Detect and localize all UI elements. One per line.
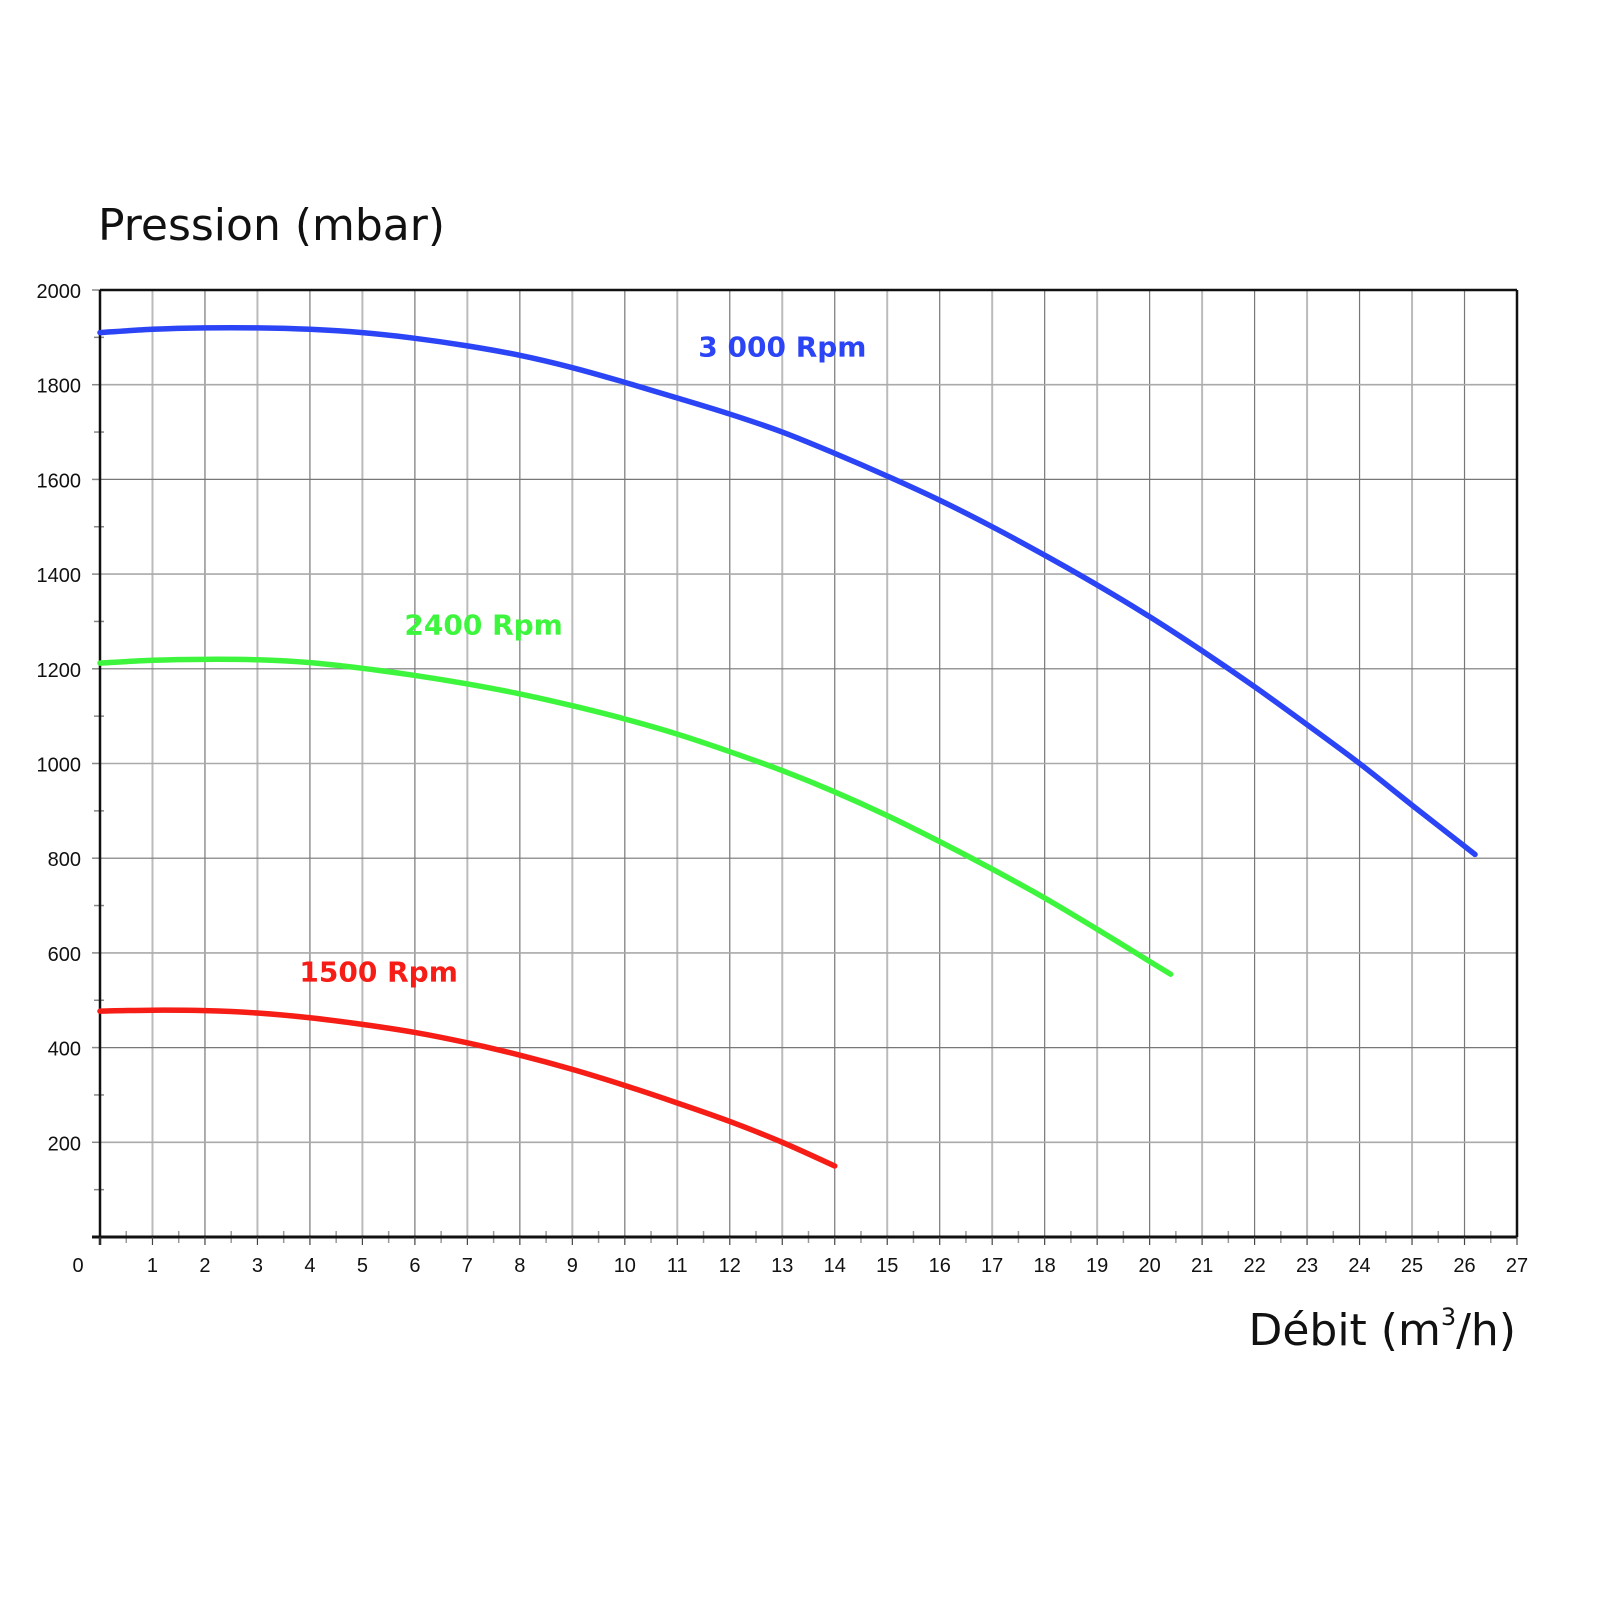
x-tick-label: 19 <box>1086 1255 1108 1277</box>
y-tick-label: 1400 <box>37 565 82 587</box>
x-tick-label: 22 <box>1243 1255 1265 1277</box>
x-axis-title-sup: 3 <box>1440 1303 1457 1331</box>
x-tick-label: 20 <box>1139 1255 1161 1277</box>
x-tick-label: 10 <box>614 1255 636 1277</box>
x-tick-label: 5 <box>357 1255 368 1277</box>
x-tick-label: 14 <box>824 1255 846 1277</box>
series-labels: 3 000 Rpm 2400 Rpm 1500 Rpm <box>299 330 866 988</box>
x-tick-label: 18 <box>1034 1255 1056 1277</box>
y-tick-label: 400 <box>48 1039 81 1061</box>
x-tick-label: 13 <box>771 1255 793 1277</box>
y-tick-label: 200 <box>48 1133 81 1155</box>
x-tick-label: 9 <box>567 1255 578 1277</box>
x-tick-label: 16 <box>929 1255 951 1277</box>
x-axis-title-end: /h) <box>1456 1305 1516 1356</box>
x-axis-title-main: Débit (m <box>1248 1305 1441 1356</box>
x-tick-label: 0 <box>72 1255 83 1277</box>
x-tick-label: 6 <box>409 1255 420 1277</box>
x-tick-label: 15 <box>876 1255 898 1277</box>
x-tick-label: 1 <box>147 1255 158 1277</box>
x-tick-label: 7 <box>462 1255 473 1277</box>
x-tick-label: 25 <box>1401 1255 1423 1277</box>
x-tick-label: 26 <box>1453 1255 1475 1277</box>
axes <box>92 288 1519 1245</box>
curve-2400rpm <box>97 656 1174 977</box>
series-label-3000rpm: 3 000 Rpm <box>698 330 866 363</box>
y-axis-title: Pression (mbar) <box>98 200 445 251</box>
x-axis-title: Débit (m3/h) <box>1248 1303 1516 1356</box>
x-tick-label: 27 <box>1506 1255 1528 1277</box>
y-tick-label: 600 <box>48 944 81 966</box>
y-tick-label: 1800 <box>37 376 82 398</box>
x-tick-label: 11 <box>667 1255 688 1277</box>
x-tick-label: 3 <box>252 1255 263 1277</box>
grid <box>92 289 1518 1243</box>
x-tick-label: 17 <box>981 1255 1003 1277</box>
x-tick-label: 23 <box>1296 1255 1318 1277</box>
curve-1500rpm <box>97 1007 838 1169</box>
curve-3000rpm <box>97 324 1478 858</box>
y-tick-label: 1600 <box>37 470 82 492</box>
y-tick-label: 1200 <box>37 660 82 682</box>
series-label-2400rpm: 2400 Rpm <box>404 609 562 642</box>
x-tick-label: 21 <box>1191 1255 1213 1277</box>
x-tick-label: 2 <box>199 1255 210 1277</box>
tick-labels: 0 1 2 3 4 5 6 7 8 9 10 11 12 13 14 15 16 17 18 19 20 21 22 23 24… <box>37 281 1529 1277</box>
x-tick-label: 24 <box>1348 1255 1370 1277</box>
y-tick-label: 2000 <box>37 281 82 303</box>
y-tick-label: 1000 <box>37 755 82 777</box>
curves <box>97 324 1478 1169</box>
y-tick-label: 800 <box>48 849 81 871</box>
x-tick-label: 8 <box>514 1255 525 1277</box>
x-tick-label: 4 <box>304 1255 315 1277</box>
x-tick-label: 12 <box>719 1255 741 1277</box>
series-label-1500rpm: 1500 Rpm <box>299 955 457 988</box>
